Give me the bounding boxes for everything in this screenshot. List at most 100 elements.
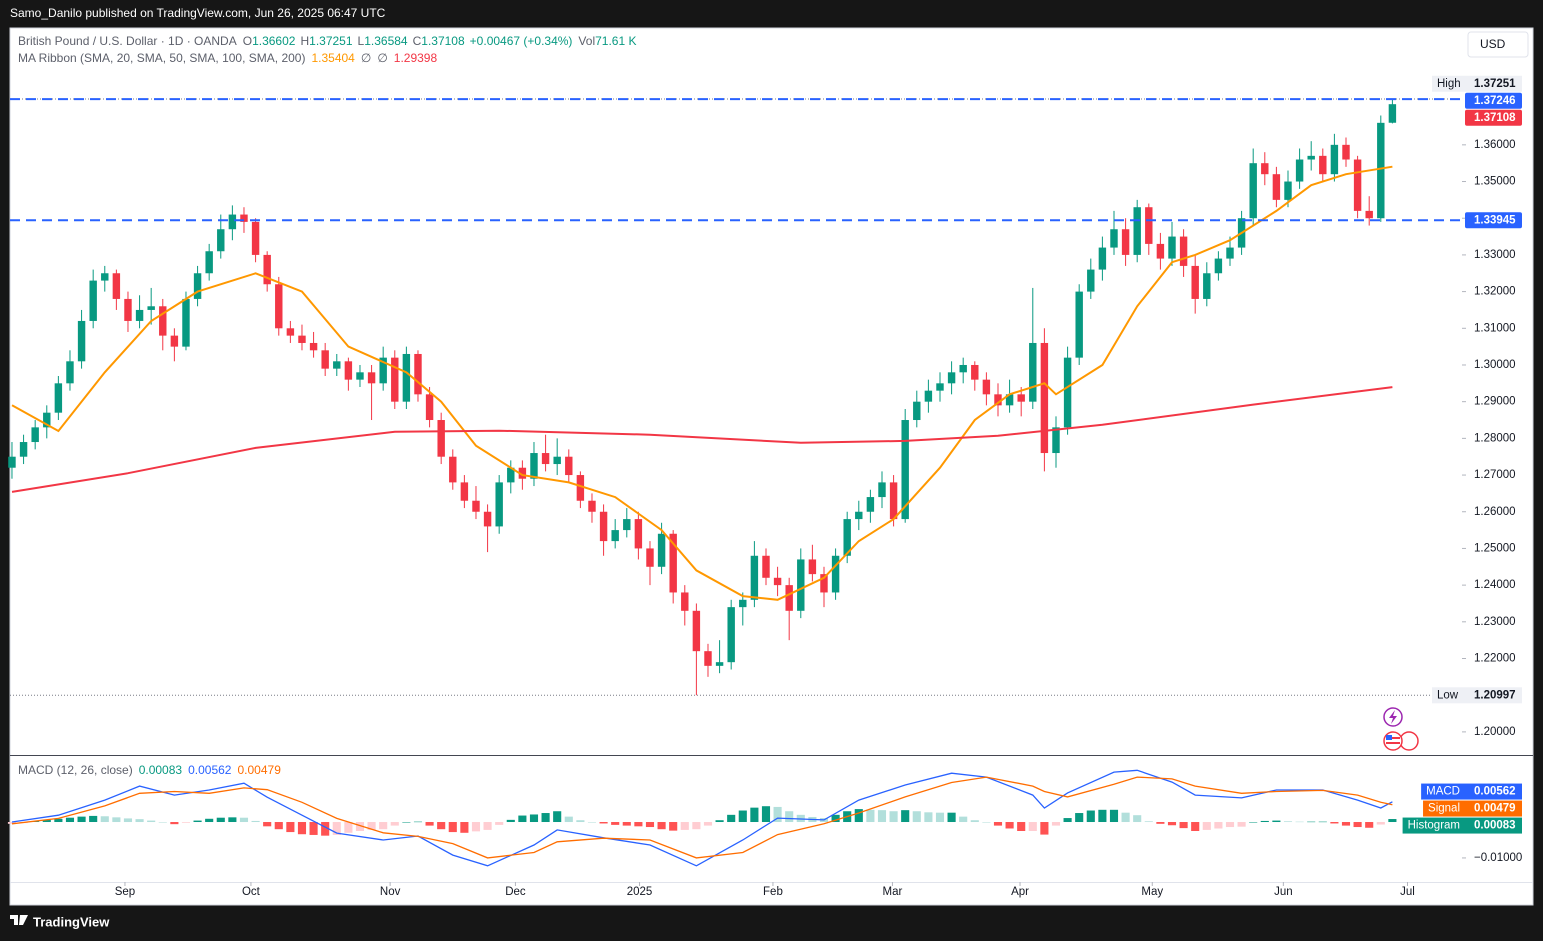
series-tag-name: Signal xyxy=(1428,803,1460,815)
histogram-bar xyxy=(402,822,411,823)
candle-body xyxy=(228,214,237,230)
histogram-bar xyxy=(367,822,376,830)
candle-body xyxy=(159,306,167,336)
ma-title: MA Ribbon (SMA, 20, SMA, 50, SMA, 100, S… xyxy=(18,51,305,65)
candle-body xyxy=(704,651,712,666)
candle-body xyxy=(193,273,202,299)
y-tick-label: −0.01000 xyxy=(1474,852,1522,864)
candle-body xyxy=(553,456,561,465)
moving-average xyxy=(11,165,1393,601)
ohlc-label: C xyxy=(413,34,422,48)
flag-icon[interactable] xyxy=(1383,731,1403,751)
ohlc-label: H xyxy=(300,34,309,48)
histogram-bar xyxy=(935,812,945,823)
histogram-bar xyxy=(611,822,620,825)
y-tick-label: 1.28000 xyxy=(1474,432,1516,444)
candle-body xyxy=(634,519,643,549)
price-tag-box xyxy=(1465,92,1522,109)
currency-label[interactable]: USD xyxy=(1480,37,1506,51)
y-tick-label: 1.29000 xyxy=(1474,396,1516,408)
event-icons[interactable] xyxy=(1383,707,1419,751)
candle-body xyxy=(924,390,933,402)
histogram-bar xyxy=(1295,821,1304,823)
histogram-bar xyxy=(158,822,167,823)
histogram-bar xyxy=(970,820,979,823)
histogram-bar xyxy=(622,822,631,826)
candle-body xyxy=(1121,229,1130,255)
histogram-bar xyxy=(89,815,98,823)
candle-body xyxy=(101,273,109,281)
candle-body xyxy=(646,548,654,567)
candle-body xyxy=(1040,342,1049,454)
histogram-bar xyxy=(77,816,86,823)
price-tag-box xyxy=(1432,687,1522,704)
series-tag-value: 0.00562 xyxy=(1474,786,1516,798)
histogram-bar xyxy=(901,810,910,823)
histogram-bar xyxy=(576,820,585,823)
candle-body xyxy=(1179,236,1188,266)
candle-body xyxy=(1261,163,1269,175)
price-tag-label: High xyxy=(1437,78,1461,90)
histogram-bar xyxy=(785,811,794,823)
candle-body xyxy=(19,442,28,457)
histogram-bar xyxy=(518,815,527,823)
y-tick-label: 1.25000 xyxy=(1474,542,1516,554)
histogram-bar xyxy=(993,822,1003,826)
candle-body xyxy=(1330,144,1339,175)
x-tick-label: Oct xyxy=(242,886,261,898)
currency-button[interactable] xyxy=(1467,31,1529,58)
price-tag-value: 1.37251 xyxy=(1474,78,1516,90)
y-tick-label: 1.20000 xyxy=(1474,726,1516,738)
histogram-bar xyxy=(692,822,701,830)
histogram-bar xyxy=(100,816,109,823)
candle-body xyxy=(588,500,596,512)
histogram-bar xyxy=(587,822,597,823)
candle-body xyxy=(541,453,550,465)
y-tick-label: 1.22000 xyxy=(1474,653,1516,665)
candle-body xyxy=(773,577,782,586)
histogram-bar xyxy=(274,822,283,830)
price-tag-value: 1.33945 xyxy=(1474,214,1516,226)
histogram-bar xyxy=(680,822,689,830)
y-tick-label: 1.27000 xyxy=(1474,469,1516,481)
candle-body xyxy=(472,500,480,512)
candle-body xyxy=(8,456,16,468)
histogram-bar xyxy=(912,811,921,823)
histogram-bar xyxy=(425,822,434,826)
histogram-bar xyxy=(1133,815,1142,823)
brand-name: TradingView xyxy=(33,914,110,929)
histogram-bar xyxy=(135,819,144,823)
histogram-bar xyxy=(634,822,643,827)
x-tick-label: Jun xyxy=(1274,886,1293,898)
histogram-bar xyxy=(947,812,956,823)
histogram-bar xyxy=(1051,822,1061,826)
series-tag: Signal 0.00479 xyxy=(1423,800,1522,817)
histogram-bar xyxy=(54,818,63,823)
y-tick-label: 1.31000 xyxy=(1474,322,1516,334)
price-tag-box xyxy=(1432,75,1522,92)
candle-body xyxy=(1017,394,1025,402)
candle-body xyxy=(1133,207,1141,255)
ma-value: 1.29398 xyxy=(394,51,438,65)
candle-body xyxy=(1075,291,1083,358)
candle-body xyxy=(31,427,39,443)
candle-body xyxy=(1214,258,1223,274)
candle-body xyxy=(414,353,422,395)
candle-body xyxy=(913,401,921,421)
histogram-bar xyxy=(297,822,307,835)
histogram-bar xyxy=(495,822,504,825)
candle-body xyxy=(750,555,759,600)
symbol-legend: British Pound / U.S. Dollar · 1D · OANDA… xyxy=(18,34,636,48)
histogram-bar xyxy=(1005,822,1014,829)
candle-body xyxy=(843,519,851,556)
change: +0.00467 (+0.34%) xyxy=(470,34,573,48)
candle-body xyxy=(1272,174,1281,200)
candle-body xyxy=(831,555,840,593)
ohlc-label: L xyxy=(358,34,365,48)
x-tick-label: Mar xyxy=(883,886,903,898)
ma-legend: MA Ribbon (SMA, 20, SMA, 50, SMA, 100, S… xyxy=(18,51,437,65)
candle-body xyxy=(611,530,619,542)
histogram-bar xyxy=(1121,812,1130,823)
volume-value: 71.61 K xyxy=(595,34,636,48)
